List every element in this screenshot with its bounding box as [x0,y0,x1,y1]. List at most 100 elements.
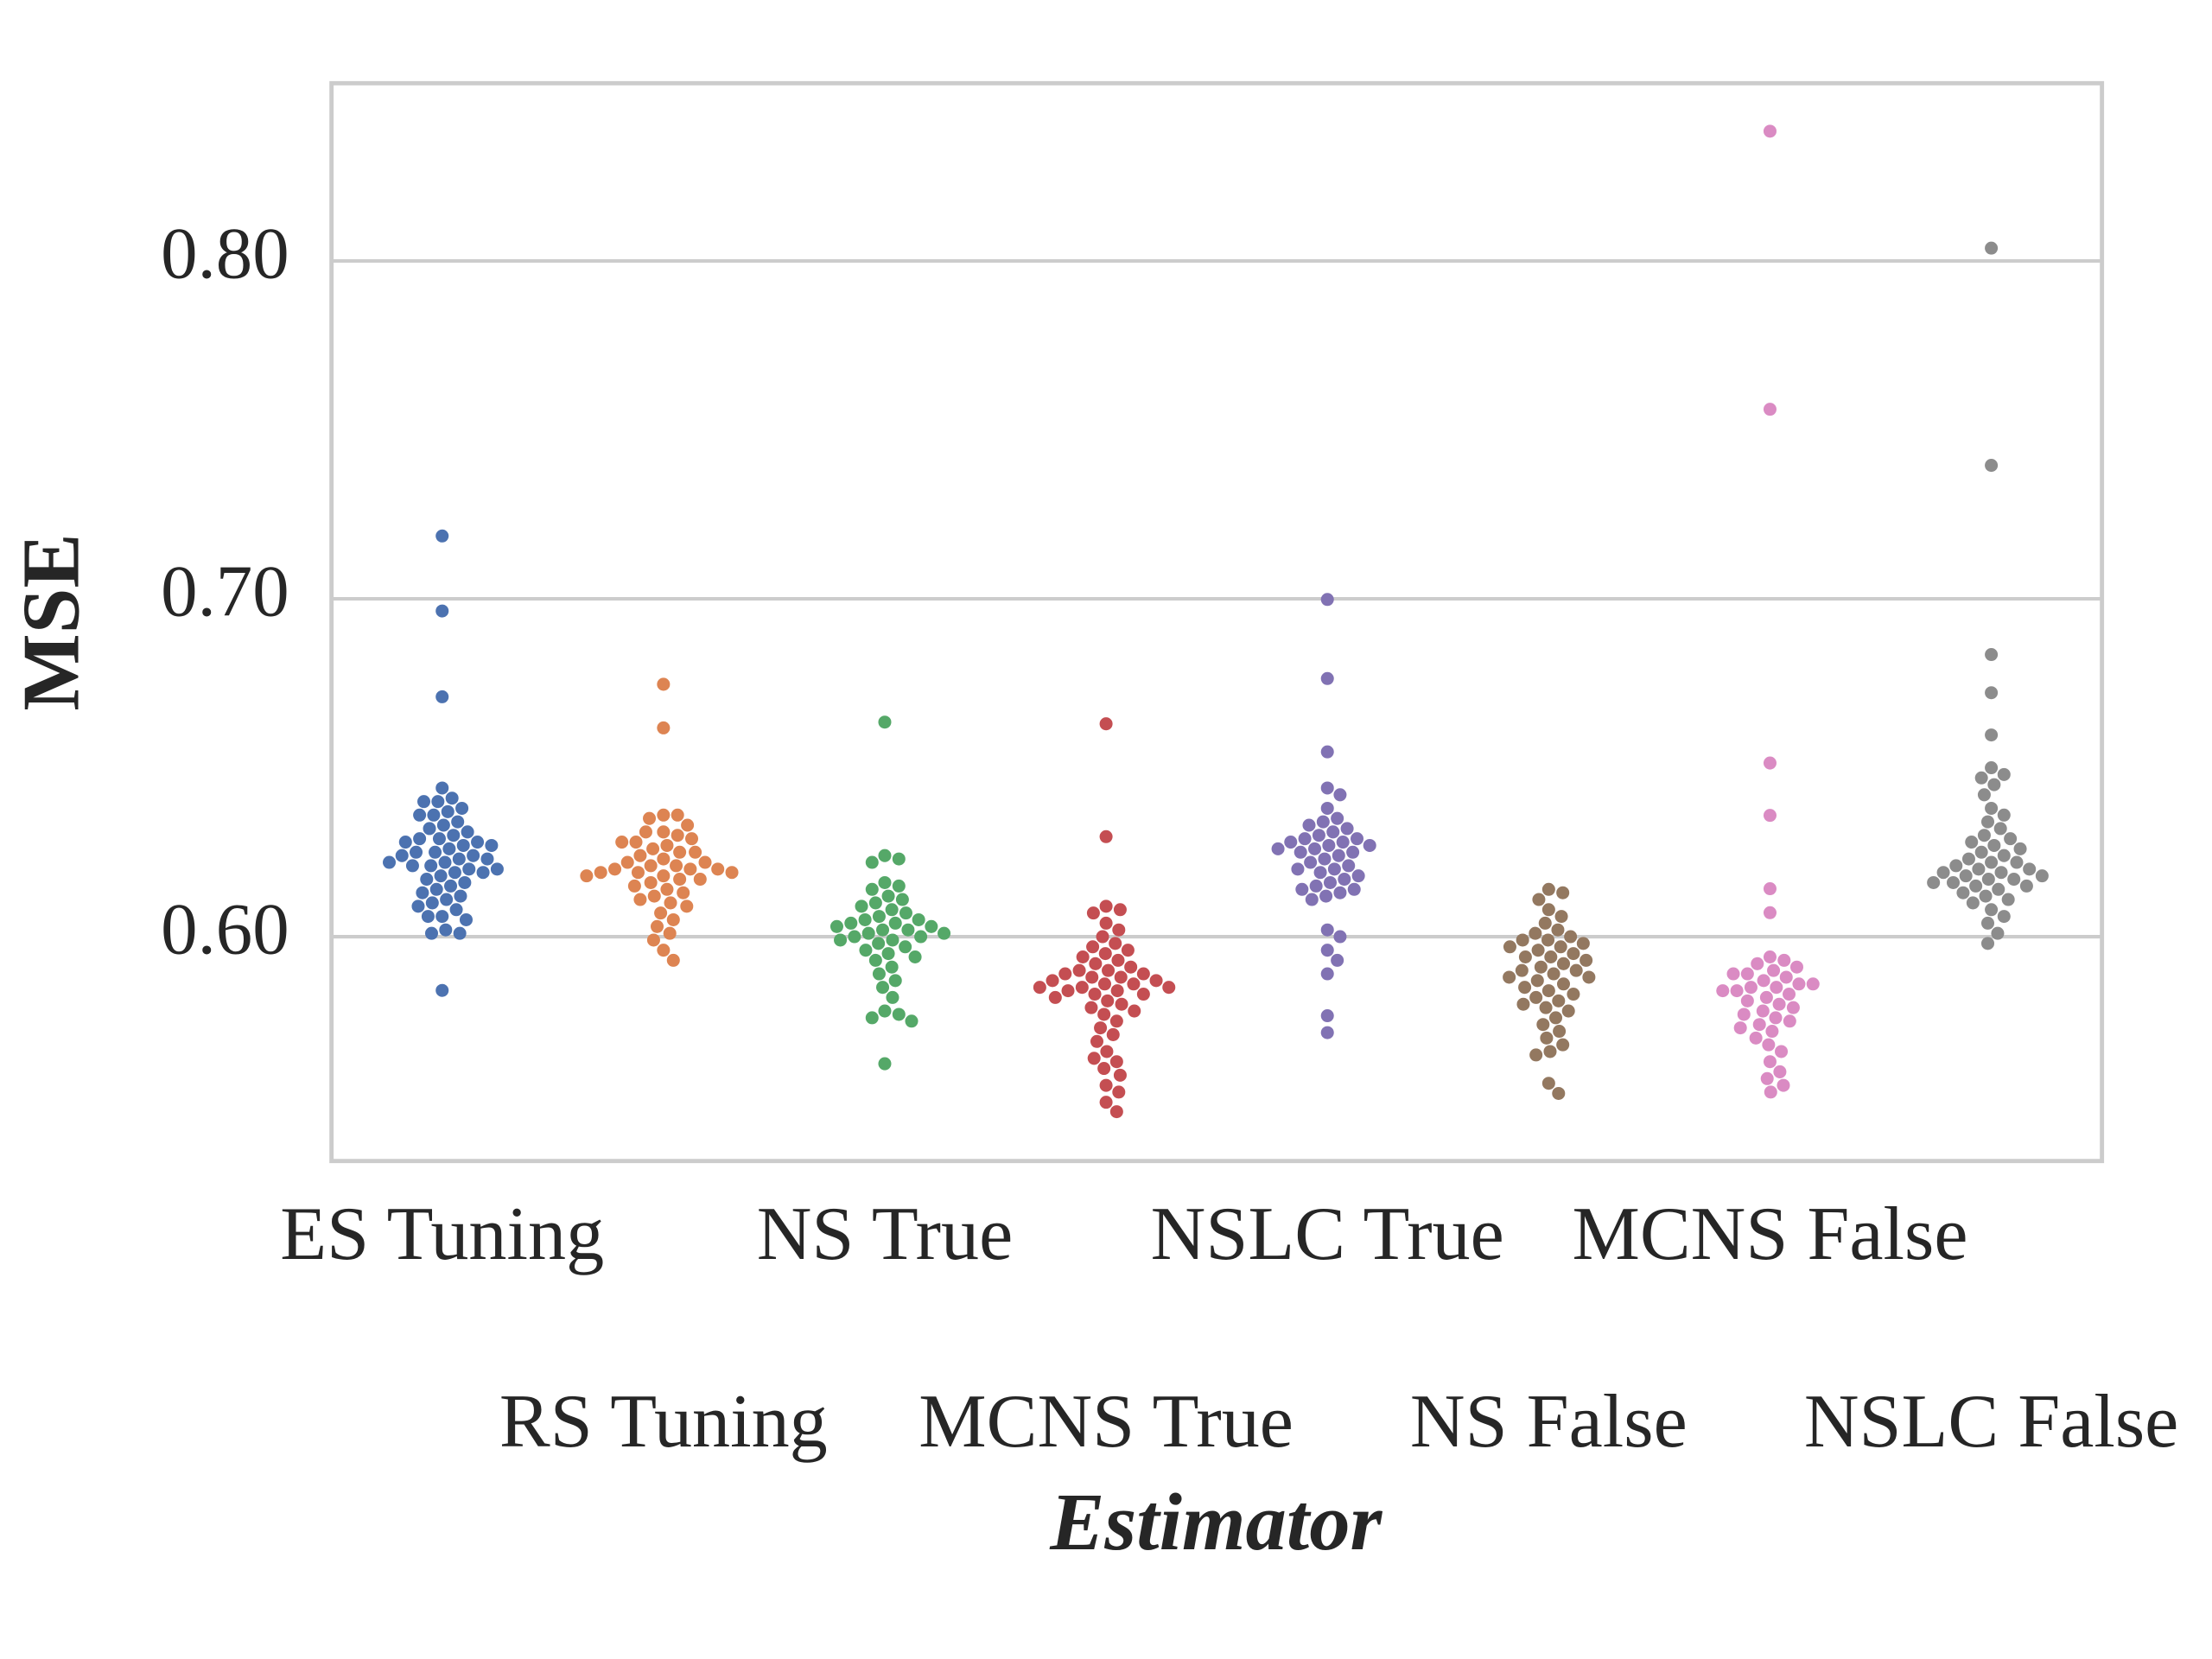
dot [454,889,467,903]
dot [456,838,470,852]
dot [485,838,499,852]
dot [1985,648,1999,662]
dot [1763,882,1777,896]
dot [1106,1027,1120,1041]
dot [646,842,660,855]
dot [1763,124,1777,138]
dot [1997,849,2011,862]
dot [1327,862,1341,876]
dot [2007,873,2021,887]
dot [1342,859,1356,873]
dot [1961,852,1975,866]
dot [445,791,459,805]
dot [1061,984,1075,998]
dot [1760,1071,1774,1085]
dot [657,808,671,822]
dot [677,886,690,899]
dot [1320,944,1334,957]
dot [1567,947,1580,961]
dot [1554,940,1567,954]
dot [1556,1038,1570,1052]
x-tick-label: NS False [1410,1379,1688,1464]
dot [938,926,951,940]
dot [1320,923,1334,937]
dot [1756,1004,1770,1018]
dot [1726,967,1740,981]
dot [876,923,890,937]
dot [865,855,879,869]
dot [1136,967,1150,981]
dot [1977,788,1991,802]
dot [868,896,882,910]
dot [1333,886,1347,899]
dot [725,866,739,880]
dot [861,926,875,940]
dot [405,859,419,873]
dot [1554,910,1568,924]
dot [421,910,435,924]
dot [432,832,446,846]
dot [490,862,504,876]
dot [1320,967,1334,981]
dot [885,903,899,917]
dot [663,926,677,940]
dot [1320,745,1334,759]
dot [878,875,892,889]
dot [455,801,469,815]
dot [660,838,674,852]
dot [1305,893,1319,906]
dot [1097,1007,1111,1021]
dot [462,862,476,876]
dot [1338,873,1351,887]
dot [1580,953,1593,967]
dot [1112,1085,1126,1099]
dot [1094,1021,1108,1035]
dot [657,944,671,957]
dot [1985,855,1999,869]
dot [1530,974,1544,988]
dot [442,842,456,855]
dot [1529,1048,1543,1062]
dot [1320,781,1334,795]
dot [1764,1085,1777,1099]
dot [683,862,697,876]
dot [1972,862,1986,876]
dot [1985,903,1999,917]
dot [1783,1014,1796,1028]
dot [1763,1055,1777,1069]
dot [1786,1001,1800,1014]
dot [899,940,912,954]
dot [2019,879,2033,893]
dot [594,866,607,880]
dot [1994,866,2008,880]
dot [685,832,699,846]
dot [1099,916,1113,930]
dot [434,869,448,883]
dot [1124,960,1138,974]
dot [1331,953,1344,967]
dot [1582,970,1596,984]
dot [1987,838,2001,852]
dot [644,875,658,889]
x-tick-label: NSLC False [1804,1379,2178,1464]
dot [1112,923,1126,937]
dot [2001,893,2015,906]
dot [1564,930,1578,944]
dot [1320,593,1334,607]
dot [657,825,671,839]
dot [1085,970,1099,984]
dot [2010,855,2024,869]
dot [413,832,427,846]
dot [1985,801,1999,815]
dot [1981,873,1995,887]
dot [1323,875,1337,889]
dot [1947,875,1961,889]
dot [627,879,641,893]
dot [429,845,442,859]
dot [615,836,629,849]
dot [644,859,658,873]
dot [912,912,925,926]
dot [1965,836,1979,849]
dot [834,933,848,947]
dot [1109,1105,1123,1119]
